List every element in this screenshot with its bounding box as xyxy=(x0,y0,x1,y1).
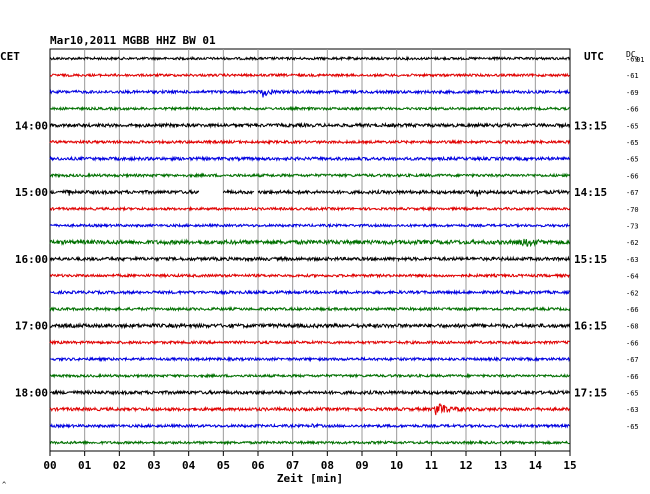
x-tick-label: 07 xyxy=(286,459,299,472)
labels: 00 01 02 03 04 05 06 07 08 09 10 11 12 13 14 15 -69 -61 -6… xyxy=(15,56,639,473)
footnote-mark: ^ xyxy=(2,481,6,489)
grid xyxy=(49,48,571,456)
trace-line xyxy=(49,439,570,446)
trace-line xyxy=(49,322,571,330)
dc-offset-label: -62 xyxy=(626,289,639,297)
dc-offset-label: -65 xyxy=(626,156,639,164)
trace-line xyxy=(49,172,571,179)
trace-line xyxy=(49,188,200,196)
dc-offset-label: -67 xyxy=(626,356,639,364)
trace-line xyxy=(49,55,571,62)
trace-line xyxy=(49,205,571,212)
x-tick-label: 15 xyxy=(563,459,576,472)
left-hour-label: 18:00 xyxy=(15,387,48,400)
dc-offset-label: -66 xyxy=(626,339,639,347)
dc-offset-label: -65 xyxy=(626,423,639,431)
left-hour-label: 14:00 xyxy=(15,119,48,132)
trace-line xyxy=(49,372,570,379)
traces xyxy=(49,55,571,446)
dc-offset-label: -69 xyxy=(626,89,639,97)
trace-line xyxy=(49,72,570,79)
dc-header: DC xyxy=(626,50,636,59)
dc-offset-label: -69 xyxy=(626,56,639,64)
right-hour-label: 16:15 xyxy=(574,320,607,333)
x-tick-label: 05 xyxy=(217,459,230,472)
dc-offset-label: -62 xyxy=(626,239,639,247)
dc-offset-label: -68 xyxy=(626,323,639,331)
trace-line xyxy=(49,88,570,98)
x-tick-label: 02 xyxy=(113,459,126,472)
trace-line xyxy=(49,121,571,129)
left-hour-label: 15:00 xyxy=(15,186,48,199)
x-tick-label: 03 xyxy=(147,459,160,472)
left-timezone-label: CET xyxy=(0,50,20,63)
x-tick-label: 06 xyxy=(251,459,265,472)
dc-offset-label: -63 xyxy=(626,256,639,264)
right-hour-label: 14:15 xyxy=(574,186,607,199)
x-tick-label: 04 xyxy=(182,459,196,472)
trace-line xyxy=(222,188,255,195)
trace-line xyxy=(49,389,571,396)
left-hour-label: 17:00 xyxy=(15,320,48,333)
dc-offset-label: -67 xyxy=(626,189,639,197)
trace-line xyxy=(49,155,571,163)
right-hour-label: 15:15 xyxy=(574,253,607,266)
dc-offset-label: -61 xyxy=(626,72,639,80)
trace-line xyxy=(49,138,571,146)
dc-offset-label: -73 xyxy=(626,223,639,231)
x-tick-label: 08 xyxy=(321,459,334,472)
dc-header-sub: 01 xyxy=(636,56,644,64)
trace-line xyxy=(49,339,570,346)
right-hour-label: 13:15 xyxy=(574,119,607,132)
x-tick-label: 11 xyxy=(425,459,439,472)
trace-line xyxy=(49,222,570,229)
trace-line xyxy=(49,238,571,248)
dc-offset-label: -70 xyxy=(626,206,639,214)
x-tick-label: 01 xyxy=(78,459,92,472)
x-tick-label: 13 xyxy=(494,459,507,472)
dc-offset-label: -66 xyxy=(626,373,639,381)
left-hour-label: 16:00 xyxy=(15,253,48,266)
trace-line xyxy=(257,188,570,197)
x-axis-label: Zeit [min] xyxy=(277,472,343,485)
right-hour-label: 17:15 xyxy=(574,387,607,400)
trace-line xyxy=(49,355,571,363)
dc-offset-label: -66 xyxy=(626,306,639,314)
plot-frame xyxy=(49,48,571,452)
trace-line xyxy=(49,289,570,296)
right-timezone-label: UTC xyxy=(584,50,604,63)
dc-offset-label: -66 xyxy=(626,106,639,114)
chart-title: Mar10,2011 MGBB HHZ BW 01 xyxy=(50,34,216,47)
dc-offset-label: -66 xyxy=(626,172,639,180)
trace-line xyxy=(49,272,570,279)
trace-line xyxy=(49,422,570,429)
x-tick-label: 09 xyxy=(355,459,368,472)
x-tick-label: 00 xyxy=(43,459,56,472)
trace-line xyxy=(49,305,571,313)
trace-line xyxy=(49,403,571,416)
trace-line xyxy=(49,105,570,112)
x-tick-label: 12 xyxy=(459,459,472,472)
trace-line xyxy=(49,255,571,263)
dc-offset-label: -65 xyxy=(626,122,639,130)
dc-offset-label: -65 xyxy=(626,139,639,147)
dc-offset-label: -64 xyxy=(626,273,639,281)
dc-offset-label: -65 xyxy=(626,390,639,398)
dc-offset-label: -63 xyxy=(626,406,639,414)
x-tick-label: 10 xyxy=(390,459,403,472)
x-tick-label: 14 xyxy=(529,459,543,472)
